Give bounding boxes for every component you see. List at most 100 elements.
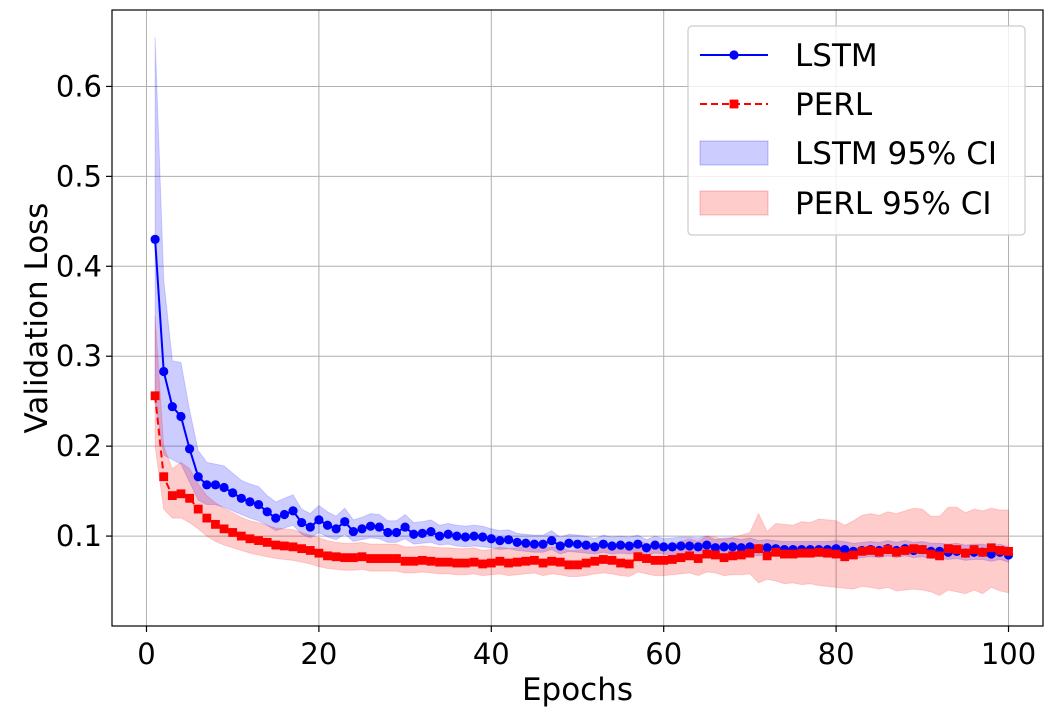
data-point-lstm: [719, 542, 729, 552]
data-point-lstm: [159, 366, 169, 377]
data-point-perl: [305, 546, 315, 555]
data-point-perl: [262, 537, 272, 547]
data-point-perl: [452, 558, 462, 568]
data-point-perl: [340, 553, 350, 563]
data-point-perl: [814, 547, 824, 557]
data-point-perl: [909, 544, 919, 554]
data-point-perl: [555, 557, 565, 567]
data-point-lstm: [840, 544, 850, 555]
data-point-perl: [374, 554, 384, 563]
data-point-perl: [167, 491, 177, 501]
data-point-perl: [823, 548, 832, 558]
data-point-lstm: [676, 541, 686, 551]
data-point-perl: [659, 555, 669, 565]
y-tick-label: 0.3: [56, 339, 102, 373]
data-point-lstm: [762, 543, 772, 553]
y-tick-label: 0.4: [56, 249, 102, 283]
data-point-perl: [254, 536, 263, 545]
data-point-lstm: [659, 542, 669, 552]
data-point-perl: [202, 513, 212, 523]
data-point-perl: [866, 546, 875, 555]
data-point-perl: [693, 554, 703, 563]
data-point-perl: [667, 555, 677, 564]
ci-band-lstm: [154, 36, 1010, 563]
data-point-perl: [176, 489, 186, 499]
data-point-lstm: [478, 532, 488, 542]
data-point-lstm: [434, 531, 445, 541]
data-point-lstm: [366, 521, 376, 531]
data-point-lstm: [167, 401, 177, 412]
data-point-lstm: [452, 531, 462, 541]
data-point-perl: [331, 552, 341, 562]
data-point-perl: [211, 519, 220, 529]
data-point-perl: [831, 549, 841, 559]
data-point-lstm: [547, 535, 557, 546]
data-point-lstm: [581, 540, 591, 550]
data-point-perl: [219, 524, 229, 534]
data-point-perl: [288, 542, 298, 552]
data-point-perl: [642, 554, 651, 563]
data-point-perl: [935, 551, 944, 561]
data-point-perl: [159, 472, 169, 482]
data-point-perl: [702, 549, 712, 559]
data-point-lstm: [598, 539, 608, 549]
data-point-perl: [245, 534, 255, 544]
data-point-perl: [650, 555, 660, 565]
data-point-lstm: [322, 520, 333, 530]
data-point-perl: [676, 553, 686, 563]
data-point-perl: [719, 553, 729, 563]
data-point-lstm: [150, 234, 160, 244]
data-point-lstm: [400, 522, 410, 532]
plot-frame: [111, 9, 1044, 627]
data-point-perl: [236, 531, 246, 541]
data-point-lstm: [305, 522, 315, 532]
data-point-perl: [952, 545, 962, 554]
data-point-perl: [486, 558, 496, 568]
data-point-perl: [883, 545, 893, 554]
legend-lstm-ci-swatch: [699, 140, 769, 166]
data-point-lstm: [176, 411, 186, 422]
data-point-lstm: [650, 540, 660, 550]
data-point-lstm: [228, 488, 238, 498]
data-point-perl: [745, 548, 755, 558]
data-point-lstm: [521, 538, 531, 548]
data-point-lstm: [572, 539, 583, 549]
data-point-lstm: [288, 506, 298, 516]
data-point-lstm: [503, 535, 514, 545]
y-axis-label: Validation Loss: [19, 203, 55, 434]
data-point-lstm: [297, 517, 307, 528]
x-axis-label: Epochs: [522, 672, 633, 708]
data-point-perl: [271, 540, 281, 550]
y-tick-label: 0.2: [56, 429, 102, 463]
data-point-perl: [426, 556, 436, 566]
data-point-lstm: [710, 543, 721, 553]
data-point-lstm: [529, 539, 539, 549]
x-tick-label: 20: [300, 637, 337, 671]
data-point-perl: [366, 554, 376, 563]
data-point-lstm: [417, 528, 427, 538]
data-point-perl: [228, 528, 238, 537]
data-point-perl: [400, 556, 410, 566]
data-point-perl: [547, 556, 557, 566]
x-tick-label: 40: [473, 637, 510, 671]
data-point-lstm: [469, 531, 479, 541]
data-point-lstm: [512, 537, 522, 547]
data-point-perl: [150, 391, 160, 401]
data-point-perl: [478, 559, 488, 569]
data-point-lstm: [391, 527, 402, 538]
data-point-lstm: [684, 541, 695, 551]
data-point-perl: [685, 551, 694, 561]
data-point-lstm: [340, 517, 350, 527]
legend: LSTM PERL LSTM 95% CI PERL 95% CI: [687, 25, 1026, 236]
x-tick-label: 100: [981, 637, 1036, 671]
data-point-perl: [900, 546, 910, 555]
data-point-lstm: [495, 535, 505, 546]
data-point-perl: [961, 548, 970, 558]
data-point-lstm: [486, 534, 496, 544]
data-point-perl: [409, 556, 419, 566]
legend-box: [687, 25, 1026, 236]
x-tick-label: 80: [818, 637, 855, 671]
data-point-lstm: [202, 480, 212, 490]
y-axis-ticks: 0.1 0.2 0.3 0.4 0.5 0.6: [56, 69, 112, 553]
